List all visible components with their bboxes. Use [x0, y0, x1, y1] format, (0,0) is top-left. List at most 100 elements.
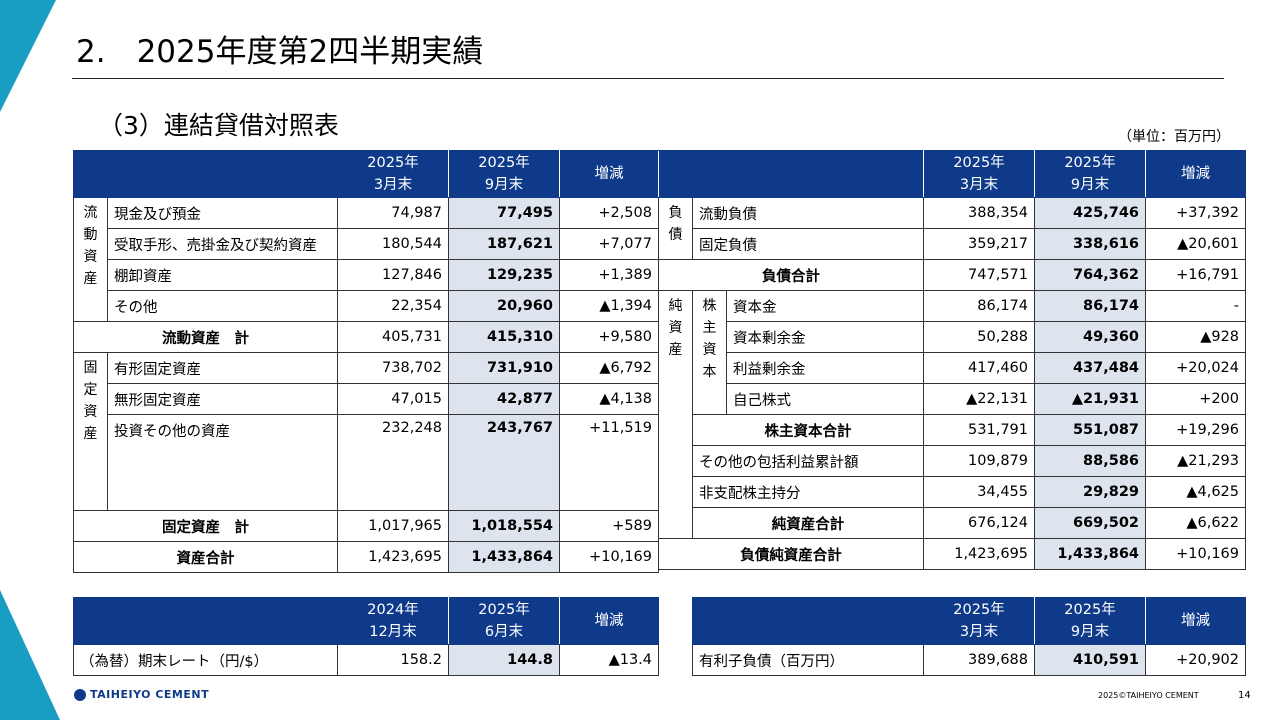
value-change: +20,024 — [1145, 352, 1247, 384]
value-change: ▲4,138 — [559, 383, 659, 415]
table-row: （為替）期末レート（円/$） 158.2 144.8 ▲13.4 — [73, 644, 659, 676]
value-prev: 531,791 — [923, 414, 1036, 446]
header-period-2-year: 2025年 — [478, 155, 530, 171]
row-label: 有形固定資産 — [107, 352, 338, 384]
total-row: 負債純資産合計 1,423,695 1,433,864 +10,169 — [657, 538, 1247, 570]
table-row: その他 22,354 20,960 ▲1,394 — [74, 290, 659, 322]
value-current: 551,087 — [1034, 414, 1147, 446]
table-row: 有利子負債（百万円） 389,688 410,591 +20,902 — [692, 644, 1246, 676]
value-prev: 22,354 — [337, 290, 449, 322]
header-change: 増減 — [1145, 150, 1247, 198]
value-current: 20,960 — [448, 290, 560, 322]
value-change: - — [1145, 290, 1247, 322]
header-period-1: 2024年 12月末 — [337, 597, 449, 645]
value-change: +1,389 — [559, 259, 659, 291]
assets-header-blank — [73, 150, 338, 198]
value-prev: 1,017,965 — [337, 510, 449, 542]
header-period-1-month: 3月末 — [373, 177, 413, 193]
value-change: ▲20,601 — [1145, 228, 1247, 260]
unit-label: （単位：百万円） — [1118, 129, 1230, 145]
value-change: ▲4,625 — [1145, 476, 1247, 508]
header-period-1: 2025年 3月末 — [923, 597, 1035, 645]
value-current: 187,621 — [448, 228, 560, 260]
value-prev: ▲22,131 — [923, 383, 1036, 415]
header-period-2-month: 6月末 — [484, 624, 524, 640]
row-label: 受取手形、売掛金及び契約資産 — [107, 228, 338, 260]
value-change: ▲928 — [1145, 321, 1247, 353]
header-change: 増減 — [559, 597, 659, 645]
assets-table: 2025年 3月末 2025年 9月末 増減 流 動 資 産 現金及び預金 74,9… — [73, 150, 659, 573]
value-current: 764,362 — [1034, 259, 1147, 291]
value-change: +37,392 — [1145, 197, 1247, 229]
row-label: 流動資産 計 — [73, 321, 338, 353]
row-label: 投資その他の資産 — [107, 414, 338, 511]
category-shareholders-equity: 株 主 資 本 — [692, 290, 727, 415]
page-number: 14 — [1238, 690, 1251, 701]
value-change: ▲6,622 — [1145, 507, 1247, 539]
value-prev: 747,571 — [923, 259, 1036, 291]
table-row: 流 動 資 産 現金及び預金 74,987 77,495 +2,508 — [73, 197, 659, 322]
subtotal-row: 負債合計 747,571 764,362 +16,791 — [657, 259, 1247, 291]
header-period-2-month: 9月末 — [1070, 624, 1110, 640]
company-logo-text: TAIHEIYO CEMENT — [90, 688, 210, 701]
value-change: ▲13.4 — [559, 644, 659, 676]
value-prev: 50,288 — [923, 321, 1036, 353]
header-period-1: 2025年 3月末 — [923, 150, 1036, 198]
header-period-1-month: 3月末 — [959, 624, 999, 640]
row-label: 負債合計 — [657, 259, 925, 291]
category-current-assets: 流 動 資 産 — [73, 197, 108, 322]
value-prev: 232,248 — [337, 414, 449, 511]
row-label: 棚卸資産 — [107, 259, 338, 291]
logo-mark-icon — [74, 688, 86, 701]
value-current: 88,586 — [1034, 445, 1147, 477]
value-prev: 109,879 — [923, 445, 1036, 477]
value-prev: 405,731 — [337, 321, 449, 353]
value-prev: 388,354 — [923, 197, 1036, 229]
debt-header-blank — [692, 597, 924, 645]
header-period-2: 2025年 6月末 — [448, 597, 560, 645]
value-current: 49,360 — [1034, 321, 1147, 353]
section-subtitle: （3）連結貸借対照表 — [98, 111, 339, 140]
row-label: （為替）期末レート（円/$） — [73, 644, 338, 676]
subtotal-row: 流動資産 計 405,731 415,310 +9,580 — [73, 321, 659, 353]
row-label: 純資産合計 — [691, 507, 925, 539]
header-change: 増減 — [559, 150, 659, 198]
liabilities-header-blank — [657, 150, 925, 198]
value-change: +10,169 — [1145, 538, 1247, 570]
header-period-2-year: 2025年 — [478, 602, 530, 618]
value-current: ▲21,931 — [1034, 383, 1147, 415]
value-current: 731,910 — [448, 352, 560, 384]
header-change: 増減 — [1145, 597, 1246, 645]
row-label: 利益剰余金 — [725, 352, 925, 384]
table-row: 自己株式 ▲22,131 ▲21,931 +200 — [659, 383, 1247, 415]
value-current: 415,310 — [448, 321, 560, 353]
company-logo: TAIHEIYO CEMENT — [74, 688, 209, 701]
row-label: 資本剰余金 — [725, 321, 925, 353]
header-period-1-month: 3月末 — [959, 177, 999, 193]
row-label: 固定資産 計 — [73, 510, 338, 542]
row-label: 固定負債 — [691, 228, 925, 260]
value-current: 1,433,864 — [1034, 538, 1147, 570]
value-current: 86,174 — [1034, 290, 1147, 322]
liabilities-table: 2025年 3月末 2025年 9月末 増減 負 債 流動負債 388,354 42… — [657, 150, 1247, 570]
row-label: 有利子負債（百万円） — [692, 644, 924, 676]
value-change: ▲1,394 — [559, 290, 659, 322]
title-divider — [72, 78, 1224, 79]
row-label: 負債純資産合計 — [657, 538, 925, 570]
table-row: 資本剰余金 50,288 49,360 ▲928 — [659, 321, 1247, 353]
header-period-2: 2025年 9月末 — [448, 150, 560, 198]
table-row: 純 資 産 株 主 資 本 資本金 86,174 86,174 - — [658, 290, 1247, 539]
header-period-2-year: 2025年 — [1064, 155, 1116, 171]
subtotal-row: 株主資本合計 531,791 551,087 +19,296 — [659, 414, 1247, 446]
header-period-1-year: 2025年 — [953, 155, 1005, 171]
row-label: 流動負債 — [691, 197, 925, 229]
value-change: ▲21,293 — [1145, 445, 1247, 477]
value-prev: 417,460 — [923, 352, 1036, 384]
value-prev: 359,217 — [923, 228, 1036, 260]
value-current: 77,495 — [448, 197, 560, 229]
value-change: +16,791 — [1145, 259, 1247, 291]
table-row: その他の包括利益累計額 109,879 88,586 ▲21,293 — [659, 445, 1247, 477]
table-row: 投資その他の資産 232,248 243,767 +11,519 — [74, 414, 659, 511]
row-label: 無形固定資産 — [107, 383, 338, 415]
value-prev: 389,688 — [923, 644, 1035, 676]
